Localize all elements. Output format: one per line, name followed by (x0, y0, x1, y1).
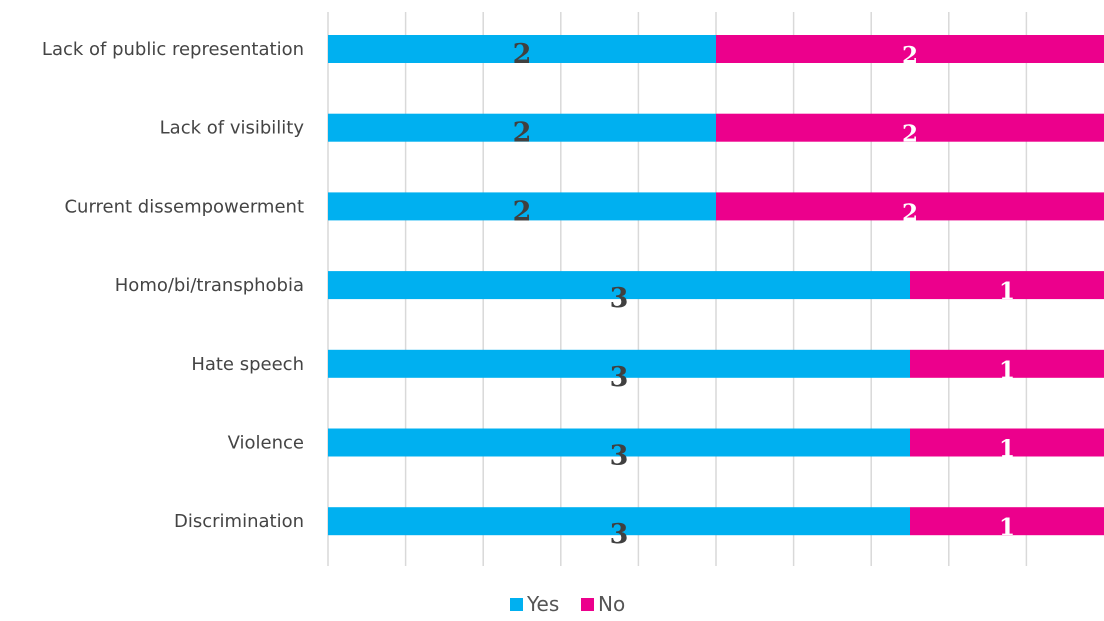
category-label: Discrimination (174, 511, 304, 532)
legend-swatch-no (581, 598, 594, 611)
label-layer: Lack of public representation 2 2 Lack of v… (42, 39, 1015, 550)
bar-segment-no (910, 507, 1104, 536)
data-label-yes: 3 (610, 441, 629, 472)
data-label-yes: 2 (513, 39, 532, 70)
category-label: Homo/bi/transphobia (115, 275, 304, 296)
category-label: Current dissempowerment (64, 196, 304, 217)
data-label-yes: 3 (610, 283, 629, 314)
legend-label-no: No (598, 592, 625, 616)
data-label-no: 2 (902, 199, 918, 226)
bar-segment-yes (328, 349, 910, 378)
data-label-no: 2 (902, 42, 918, 69)
legend-label-yes: Yes (526, 592, 559, 616)
bar-segment-yes (328, 192, 716, 221)
legend-swatch-yes (510, 598, 523, 611)
bar-segment-no (910, 271, 1104, 300)
data-label-no: 1 (999, 357, 1015, 384)
category-label: Lack of visibility (160, 118, 305, 139)
category-label: Hate speech (191, 354, 304, 375)
bar-segment-yes (328, 35, 716, 63)
data-label-yes: 2 (513, 196, 532, 227)
data-label-no: 1 (999, 514, 1015, 541)
bar-segment-no (910, 428, 1104, 457)
bar-layer (328, 35, 1104, 536)
data-label-no: 1 (999, 436, 1015, 463)
data-label-yes: 2 (513, 118, 532, 149)
data-label-no: 2 (902, 121, 918, 148)
data-label-no: 1 (999, 278, 1015, 305)
legend: Yes No (510, 592, 625, 616)
bar-segment-yes (328, 113, 716, 142)
bar-segment-yes (328, 428, 910, 457)
bar-segment-no (910, 349, 1104, 378)
bar-segment-no (716, 113, 1104, 142)
bar-segment-yes (328, 507, 910, 536)
category-label: Violence (228, 433, 304, 454)
bar-segment-yes (328, 271, 910, 300)
category-label: Lack of public representation (42, 39, 304, 60)
bar-segment-no (716, 35, 1104, 63)
data-label-yes: 3 (610, 519, 629, 550)
bar-segment-no (716, 192, 1104, 221)
data-label-yes: 3 (610, 362, 629, 393)
